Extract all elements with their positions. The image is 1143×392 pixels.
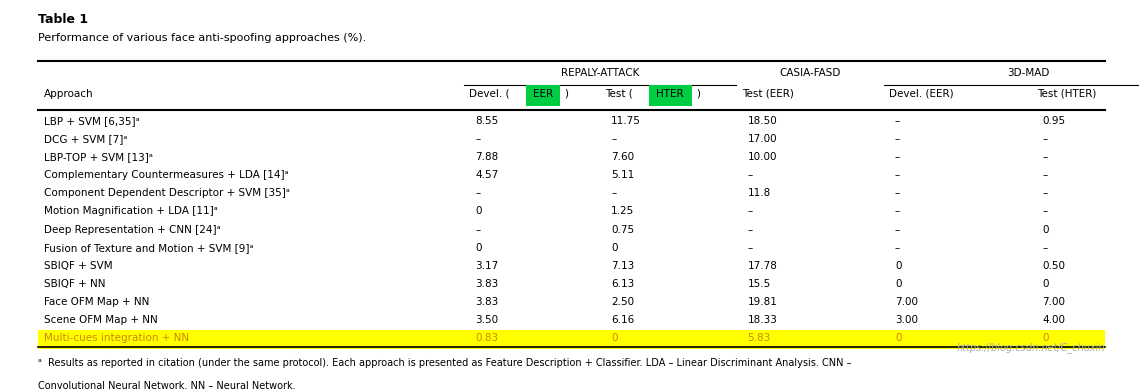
Text: 6.13: 6.13: [612, 279, 634, 289]
Text: Devel. (: Devel. (: [470, 89, 510, 99]
Text: Test (EER): Test (EER): [742, 89, 793, 99]
Bar: [649, 85, 692, 106]
Text: Multi-cues integration + NN: Multi-cues integration + NN: [43, 334, 189, 343]
Text: Devel. (EER): Devel. (EER): [889, 89, 953, 99]
Text: –: –: [475, 225, 480, 234]
Text: 0: 0: [895, 279, 902, 289]
Text: 0: 0: [1042, 225, 1049, 234]
Text: LBP-TOP + SVM [13]ᵃ: LBP-TOP + SVM [13]ᵃ: [43, 152, 153, 162]
Text: 11.8: 11.8: [748, 188, 770, 198]
Text: https://blog.csdn.net/C_chuxin: https://blog.csdn.net/C_chuxin: [957, 342, 1105, 353]
Text: Test (HTER): Test (HTER): [1037, 89, 1096, 99]
Text: HTER: HTER: [656, 89, 684, 99]
Text: –: –: [475, 134, 480, 144]
Text: 0.95: 0.95: [1042, 116, 1065, 126]
Text: 0: 0: [612, 243, 617, 253]
Text: –: –: [1042, 207, 1048, 216]
Text: –: –: [748, 170, 752, 180]
Bar: [38, 330, 1105, 349]
Text: 3.83: 3.83: [475, 279, 498, 289]
Text: 7.60: 7.60: [612, 152, 634, 162]
Text: DCG + SVM [7]ᵃ: DCG + SVM [7]ᵃ: [43, 134, 127, 144]
Text: REPALY-ATTACK: REPALY-ATTACK: [561, 68, 639, 78]
Text: 4.00: 4.00: [1042, 315, 1065, 325]
Text: –: –: [895, 225, 901, 234]
Text: 17.78: 17.78: [748, 261, 777, 271]
Text: ): ): [696, 89, 701, 99]
Text: 4.57: 4.57: [475, 170, 498, 180]
Text: Component Dependent Descriptor + SVM [35]ᵃ: Component Dependent Descriptor + SVM [35…: [43, 188, 290, 198]
Text: –: –: [895, 134, 901, 144]
Text: 0.83: 0.83: [475, 334, 498, 343]
Text: LBP + SVM [6,35]ᵃ: LBP + SVM [6,35]ᵃ: [43, 116, 139, 126]
Text: 0: 0: [1042, 279, 1049, 289]
Text: 3.83: 3.83: [475, 297, 498, 307]
Text: 0: 0: [612, 334, 617, 343]
Text: 7.00: 7.00: [895, 297, 918, 307]
Text: Scene OFM Map + NN: Scene OFM Map + NN: [43, 315, 158, 325]
Text: 0: 0: [895, 261, 902, 271]
Text: 11.75: 11.75: [612, 116, 641, 126]
Text: 19.81: 19.81: [748, 297, 777, 307]
Text: 15.5: 15.5: [748, 279, 770, 289]
Text: 18.33: 18.33: [748, 315, 777, 325]
Text: –: –: [895, 116, 901, 126]
Text: –: –: [1042, 188, 1048, 198]
Text: 5.83: 5.83: [748, 334, 770, 343]
Text: 0.75: 0.75: [612, 225, 634, 234]
Text: –: –: [895, 207, 901, 216]
Text: Face OFM Map + NN: Face OFM Map + NN: [43, 297, 150, 307]
Text: –: –: [895, 152, 901, 162]
Text: –: –: [748, 225, 752, 234]
Text: –: –: [1042, 243, 1048, 253]
Text: Test (: Test (: [606, 89, 633, 99]
Text: 17.00: 17.00: [748, 134, 777, 144]
Text: 10.00: 10.00: [748, 152, 777, 162]
Text: EER: EER: [533, 89, 553, 99]
Text: 7.00: 7.00: [1042, 297, 1065, 307]
Text: 1.25: 1.25: [612, 207, 634, 216]
Text: 18.50: 18.50: [748, 116, 777, 126]
Text: ᵃ  Results as reported in citation (under the same protocol). Each approach is p: ᵃ Results as reported in citation (under…: [38, 358, 852, 368]
Text: –: –: [475, 188, 480, 198]
Text: SBIQF + SVM: SBIQF + SVM: [43, 261, 112, 271]
Text: –: –: [895, 243, 901, 253]
Text: 2.50: 2.50: [612, 297, 634, 307]
Text: 3.50: 3.50: [475, 315, 498, 325]
Text: Complementary Countermeasures + LDA [14]ᵃ: Complementary Countermeasures + LDA [14]…: [43, 170, 288, 180]
Text: 8.55: 8.55: [475, 116, 498, 126]
Text: –: –: [612, 134, 616, 144]
Text: Approach: Approach: [43, 89, 94, 99]
Text: 5.11: 5.11: [612, 170, 634, 180]
Text: Fusion of Texture and Motion + SVM [9]ᵃ: Fusion of Texture and Motion + SVM [9]ᵃ: [43, 243, 254, 253]
Text: 7.13: 7.13: [612, 261, 634, 271]
Text: 0: 0: [475, 243, 481, 253]
Text: –: –: [612, 188, 616, 198]
Text: Table 1: Table 1: [38, 13, 88, 26]
Text: Motion Magnification + LDA [11]ᵃ: Motion Magnification + LDA [11]ᵃ: [43, 207, 217, 216]
Text: Deep Representation + CNN [24]ᵃ: Deep Representation + CNN [24]ᵃ: [43, 225, 221, 234]
Text: CASIA-FASD: CASIA-FASD: [780, 68, 840, 78]
Bar: [526, 85, 560, 106]
Text: SBIQF + NN: SBIQF + NN: [43, 279, 105, 289]
Text: –: –: [748, 207, 752, 216]
Text: –: –: [1042, 170, 1048, 180]
Text: 3.17: 3.17: [475, 261, 498, 271]
Text: ): ): [565, 89, 569, 99]
Text: Convolutional Neural Network. NN – Neural Network.: Convolutional Neural Network. NN – Neura…: [38, 381, 296, 391]
Text: 0: 0: [895, 334, 902, 343]
Text: 0: 0: [1042, 334, 1049, 343]
Text: –: –: [895, 188, 901, 198]
Text: 6.16: 6.16: [612, 315, 634, 325]
Text: 0: 0: [475, 207, 481, 216]
Text: 3D-MAD: 3D-MAD: [1007, 68, 1049, 78]
Text: 7.88: 7.88: [475, 152, 498, 162]
Text: Performance of various face anti-spoofing approaches (%).: Performance of various face anti-spoofin…: [38, 33, 367, 43]
Text: –: –: [895, 170, 901, 180]
Text: –: –: [1042, 134, 1048, 144]
Text: –: –: [748, 243, 752, 253]
Text: 0.50: 0.50: [1042, 261, 1065, 271]
Text: 3.00: 3.00: [895, 315, 918, 325]
Text: –: –: [1042, 152, 1048, 162]
